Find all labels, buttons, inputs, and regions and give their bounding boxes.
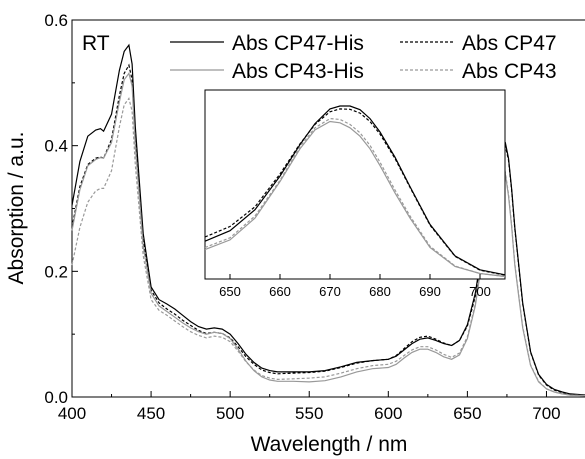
main-y-axis: 0.0 0.2 0.4 0.6 bbox=[44, 11, 78, 407]
main-series-group bbox=[71, 43, 585, 397]
legend-item-cp43: Abs CP43 bbox=[400, 60, 557, 83]
legend: Abs CP47-His Abs CP47 Abs CP43-His Abs C… bbox=[170, 32, 557, 83]
x-tick-label-450: 450 bbox=[137, 404, 165, 423]
y-tick-label-0-6: 0.6 bbox=[44, 11, 68, 30]
main-x-axis: 400 450 500 550 600 650 700 bbox=[58, 391, 561, 423]
series-line-abs-cp43 bbox=[71, 97, 585, 397]
y-axis-label: Absorption / a.u. bbox=[5, 132, 28, 285]
x-tick-label-700: 700 bbox=[532, 404, 560, 423]
inset-series-line-abs-cp43 bbox=[204, 117, 506, 278]
inset-x-tick-label-700: 700 bbox=[469, 284, 491, 299]
legend-label-cp47: Abs CP47 bbox=[462, 32, 557, 55]
inset-x-tick-label-670: 670 bbox=[319, 284, 341, 299]
x-axis-label: Wavelength / nm bbox=[251, 433, 408, 456]
legend-label-cp43-his: Abs CP43-His bbox=[232, 60, 364, 83]
x-tick-label-400: 400 bbox=[58, 404, 86, 423]
x-tick-label-500: 500 bbox=[216, 404, 244, 423]
x-tick-label-600: 600 bbox=[374, 404, 402, 423]
legend-label-cp43: Abs CP43 bbox=[462, 60, 557, 83]
legend-item-cp47: Abs CP47 bbox=[400, 32, 557, 55]
main-plot: 400 450 500 550 600 650 700 0.0 0.2 0.4 0.6 Wavel… bbox=[5, 11, 585, 456]
x-tick-label-650: 650 bbox=[453, 404, 481, 423]
x-tick-label-550: 550 bbox=[295, 404, 323, 423]
inset-series-group bbox=[204, 105, 506, 278]
inset-x-tick-label-690: 690 bbox=[419, 284, 441, 299]
y-tick-label-0: 0.0 bbox=[44, 388, 68, 407]
inset-x-axis: 650 660 670 680 690 700 bbox=[219, 274, 491, 299]
legend-item-cp43-his: Abs CP43-His bbox=[170, 60, 364, 83]
legend-label-cp47-his: Abs CP47-His bbox=[232, 32, 364, 55]
inset-series-line-abs-cp47 bbox=[204, 108, 506, 276]
legend-item-cp47-his: Abs CP47-His bbox=[170, 32, 364, 55]
inset-series-line-abs-cp43-his bbox=[204, 120, 506, 278]
inset-x-tick-label-680: 680 bbox=[369, 284, 391, 299]
y-tick-label-0-4: 0.4 bbox=[44, 137, 68, 156]
inset-plot: 650 660 670 680 690 700 bbox=[204, 89, 506, 299]
inset-x-tick-label-650: 650 bbox=[219, 284, 241, 299]
y-tick-label-0-2: 0.2 bbox=[44, 262, 68, 281]
rt-annotation: RT bbox=[82, 32, 110, 55]
inset-x-tick-label-660: 660 bbox=[269, 284, 291, 299]
inset-plot-frame bbox=[204, 89, 506, 280]
